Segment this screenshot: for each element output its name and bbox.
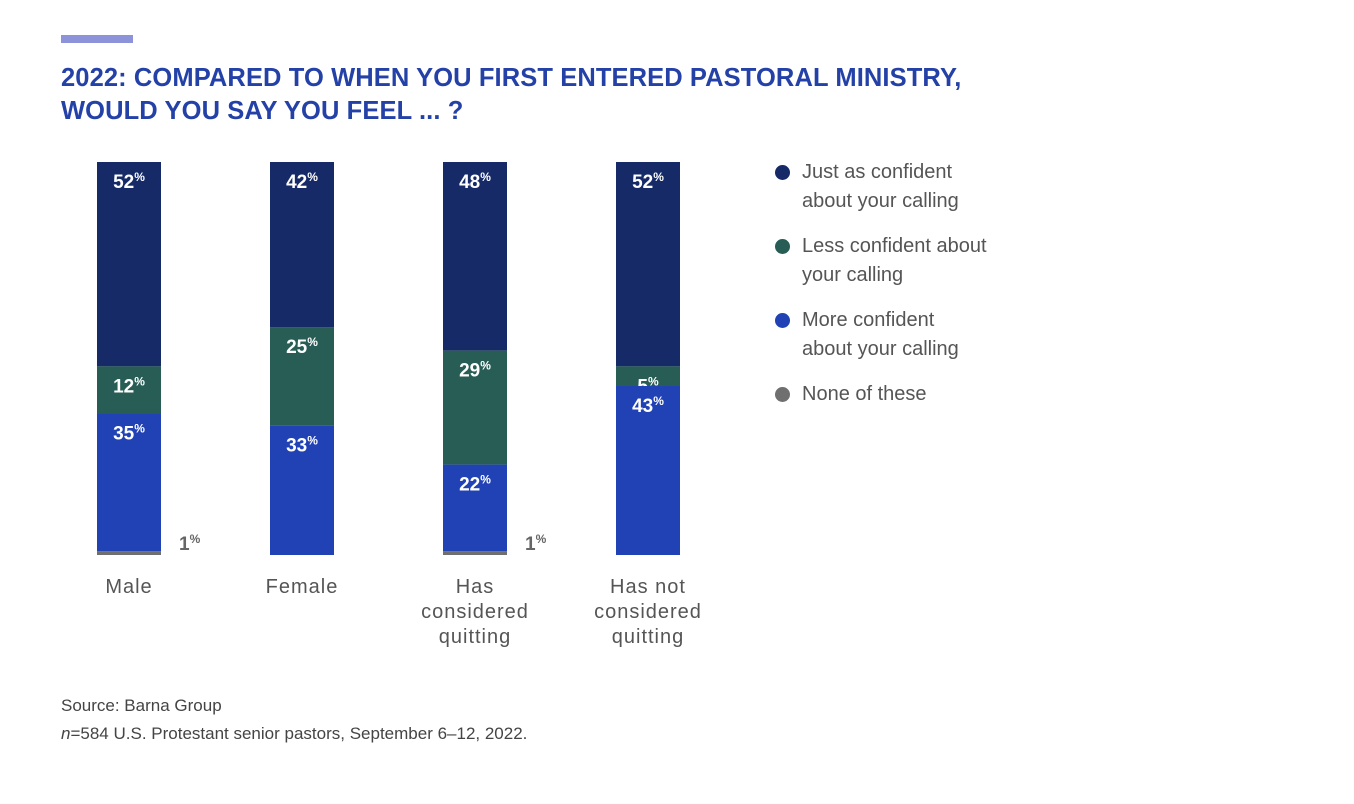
accent-bar bbox=[61, 35, 133, 43]
source-line: Source: Barna Group bbox=[61, 696, 222, 715]
bar-segment bbox=[270, 327, 334, 426]
category-label: considered bbox=[421, 601, 529, 623]
stacked-bar-chart: 52%12%35%1%Male42%25%33%Female48%29%22%1… bbox=[97, 162, 702, 648]
bar-segment bbox=[97, 366, 161, 414]
bar-segment bbox=[616, 386, 680, 555]
sample-note: n=584 U.S. Protestant senior pastors, Se… bbox=[61, 720, 527, 748]
bar-segment bbox=[97, 551, 161, 555]
legend-dot-icon bbox=[775, 165, 790, 180]
bar-segment bbox=[443, 350, 507, 465]
legend-item-just-as-confident: Just as confident about your calling bbox=[775, 158, 1095, 216]
bar-segment bbox=[616, 366, 680, 387]
legend-item-less-confident: Less confident about your calling bbox=[775, 232, 1095, 290]
bar-segment bbox=[97, 413, 161, 552]
chart-title: 2022: COMPARED TO WHEN YOU FIRST ENTERED… bbox=[61, 62, 1161, 128]
bar-value-label: 1% bbox=[525, 532, 547, 555]
bar-segment bbox=[443, 162, 507, 351]
category-label: Male bbox=[105, 576, 152, 598]
bar-segment bbox=[443, 551, 507, 555]
bar-segment bbox=[97, 162, 161, 367]
legend-label-line: Just as confident bbox=[802, 161, 953, 183]
bar-segment bbox=[443, 464, 507, 552]
category-label: considered bbox=[594, 601, 702, 623]
title-line-1: 2022: COMPARED TO WHEN YOU FIRST ENTERED… bbox=[61, 64, 962, 92]
legend: Just as confident about your calling Les… bbox=[775, 158, 1095, 425]
bar-segment bbox=[270, 425, 334, 555]
title-line-2: WOULD YOU SAY YOU FEEL ... ? bbox=[61, 97, 464, 125]
legend-dot-icon bbox=[775, 313, 790, 328]
legend-label-line: None of these bbox=[802, 383, 927, 405]
legend-item-more-confident: More confident about your calling bbox=[775, 306, 1095, 364]
category-label: Has not bbox=[610, 576, 686, 598]
legend-dot-icon bbox=[775, 239, 790, 254]
category-label: Has bbox=[456, 576, 495, 598]
category-label: quitting bbox=[439, 626, 512, 648]
bar-segment bbox=[270, 162, 334, 328]
legend-label-line: about your calling bbox=[802, 190, 959, 212]
legend-label-line: your calling bbox=[802, 264, 904, 286]
category-label: Female bbox=[266, 576, 339, 598]
legend-label-line: More confident bbox=[802, 309, 935, 331]
sample-n: n bbox=[61, 724, 71, 743]
legend-label-line: about your calling bbox=[802, 338, 959, 360]
sample-text: =584 U.S. Protestant senior pastors, Sep… bbox=[70, 724, 528, 743]
bar-value-label: 1% bbox=[179, 532, 201, 555]
source-note: Source: Barna Group n=584 U.S. Protestan… bbox=[61, 692, 527, 748]
legend-dot-icon bbox=[775, 387, 790, 402]
legend-label-line: Less confident about bbox=[802, 235, 987, 257]
bar-segment bbox=[616, 162, 680, 367]
category-label: quitting bbox=[612, 626, 685, 648]
legend-item-none-of-these: None of these bbox=[775, 380, 1095, 409]
